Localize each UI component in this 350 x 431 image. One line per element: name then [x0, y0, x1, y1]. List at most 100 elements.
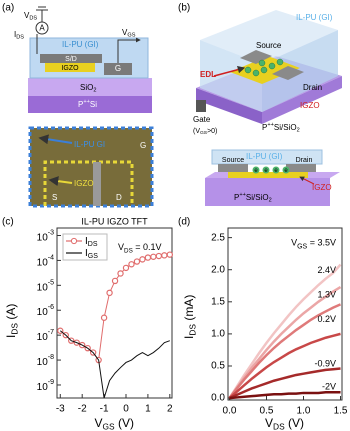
label: IGZO — [61, 65, 79, 72]
label-part: DS — [16, 35, 24, 41]
label-part: P — [78, 100, 83, 109]
y-tick-base: 10 — [37, 332, 49, 343]
plot-frame — [56, 227, 173, 399]
y-tick-exponent: -4 — [48, 254, 54, 261]
series-label-name: -2V — [322, 382, 336, 392]
label: IDS — [14, 30, 24, 41]
series-line — [228, 263, 342, 399]
y-tick-label: 10-9 — [37, 379, 54, 393]
y-axis-label: IDS (A) — [4, 304, 20, 338]
chart-title: IL-PU IGZO TFT — [81, 216, 148, 226]
label: VGS — [122, 28, 136, 39]
cross-section — [205, 149, 340, 206]
label: IGZO — [300, 101, 320, 110]
label: IL-PU (GI) — [246, 152, 283, 161]
series-label-name: -0.9V — [314, 359, 336, 369]
series-line — [228, 332, 341, 400]
y-axis-label-part: I — [182, 336, 196, 339]
x-axis-label-part: DS — [273, 422, 285, 431]
y-tick-base: 10 — [37, 307, 49, 318]
annotation: VDS = 0.1V — [118, 242, 162, 254]
label-part: ++ — [267, 122, 274, 128]
label-part: I — [14, 30, 16, 39]
label-part: V — [122, 28, 128, 37]
electron: e — [254, 168, 258, 174]
label: P++Si — [78, 99, 97, 109]
x-tick-label: 1 — [145, 404, 151, 415]
y-tick-base: 10 — [37, 357, 49, 368]
label: SiO2 — [80, 83, 96, 94]
label-part: V — [24, 11, 30, 20]
y-axis-label-part: DS — [188, 324, 198, 336]
electron: e — [274, 168, 278, 174]
series-label-name: 1.3V — [317, 290, 336, 300]
label-part: ++ — [83, 99, 90, 105]
label: P++Si/SiO2 — [262, 122, 300, 134]
y-axis-label-part: DS — [10, 323, 20, 335]
x-tick-label: 0 — [123, 404, 129, 415]
label-part: SiO — [80, 83, 93, 92]
y-tick-label: 10-6 — [37, 304, 54, 318]
y-tick-exponent: -8 — [48, 354, 54, 361]
label-part: 2 — [297, 128, 300, 134]
data-point — [161, 252, 168, 259]
y-tick-exponent: -7 — [48, 329, 54, 336]
data-point — [100, 314, 108, 321]
x-axis-label: VGS (V) — [95, 416, 134, 431]
label: EDL — [200, 70, 216, 79]
device-3d — [196, 10, 342, 124]
y-tick-exponent: -9 — [48, 379, 54, 386]
x-tick-label: -3 — [56, 404, 65, 415]
series-line — [229, 391, 341, 400]
x-axis-label-part: V — [95, 416, 103, 430]
electron: e — [284, 168, 288, 174]
series-line — [228, 367, 341, 400]
data-point — [117, 270, 124, 277]
label: D — [116, 193, 122, 202]
y-tick-label: 10-8 — [37, 354, 54, 368]
y-axis-label-part: (A) — [4, 304, 18, 323]
y-tick-label: 0.5 — [211, 361, 225, 372]
y-tick-base: 10 — [37, 257, 49, 268]
label-part: GS — [200, 130, 208, 136]
x-axis-label: VDS (V) — [265, 416, 304, 431]
series-label-name: 2.4V — [317, 265, 336, 275]
electron: e — [264, 168, 268, 174]
y-axis-label-part: (mA) — [182, 295, 196, 324]
x-axis-label-part: GS — [103, 422, 116, 431]
legend-box — [62, 233, 108, 261]
legend-marker — [70, 237, 78, 245]
y-tick-base: 10 — [37, 232, 49, 243]
series-label: 1.3V — [317, 290, 336, 300]
y-tick-base: 10 — [37, 382, 49, 393]
label-part: >0) — [207, 128, 217, 135]
y-tick-label: 10-7 — [37, 329, 54, 343]
y-tick-label: 2.0 — [211, 264, 225, 275]
y-tick-label: 2.5 — [211, 232, 225, 243]
series-label-prefix: GS — [297, 243, 307, 250]
x-tick-label: -2 — [78, 404, 87, 415]
label-part: P — [234, 193, 239, 202]
series-label-prefix: V — [291, 238, 297, 248]
series-label: 0.2V — [317, 314, 336, 324]
series-line — [59, 330, 170, 399]
x-axis-label-part: (V) — [285, 416, 304, 430]
annotation-part: DS — [124, 247, 133, 254]
x-tick-label: 0.0 — [223, 406, 237, 417]
label: Drain — [296, 157, 313, 164]
series-label-prefix: = — [307, 238, 317, 248]
y-axis-label: IDS (mA) — [182, 295, 198, 339]
y-tick-label: 0.0 — [211, 393, 225, 404]
data-point — [128, 261, 135, 268]
series-label: VGS = 3.5V — [291, 238, 336, 250]
label: IGZO — [312, 183, 332, 192]
data-point — [166, 251, 174, 258]
legend-label-part: I — [85, 248, 88, 259]
x-axis-label-part: V — [265, 416, 273, 430]
label: G — [115, 64, 121, 73]
legend-label-part: DS — [88, 241, 98, 248]
series-line — [228, 285, 342, 399]
x-tick-label: 2 — [167, 404, 173, 415]
